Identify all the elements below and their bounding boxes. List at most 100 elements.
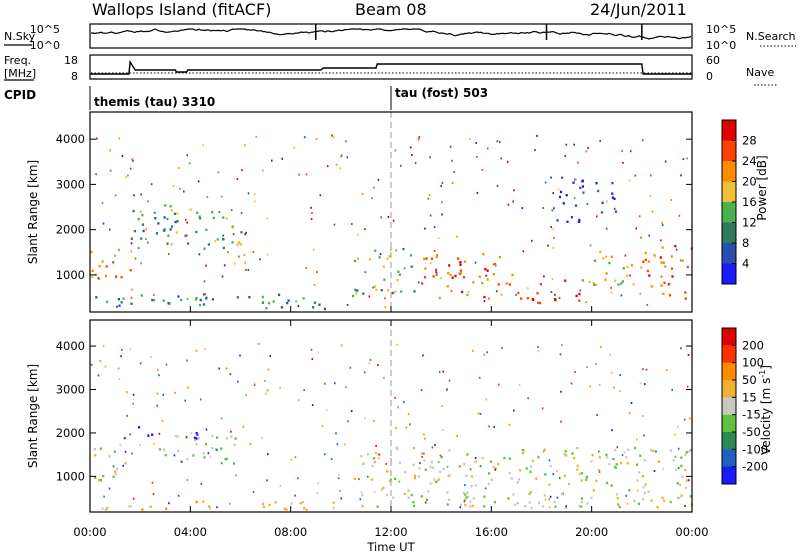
- colorbar-tick-label: -50: [742, 425, 761, 439]
- noise-pixel: [252, 251, 255, 253]
- noise-pixel: [560, 420, 562, 423]
- data-pixel: [388, 254, 391, 258]
- beam-title: Beam 08: [355, 0, 427, 19]
- sky-panel-frame: [89, 23, 693, 49]
- noise-pixel: [297, 477, 299, 480]
- data-pixel: [492, 273, 495, 276]
- noise-pixel: [417, 138, 420, 141]
- noise-pixel: [339, 489, 341, 492]
- noise-pixel: [95, 173, 97, 176]
- noise-pixel: [551, 278, 554, 280]
- noise-pixel: [253, 382, 256, 385]
- data-pixel: [417, 475, 420, 478]
- data-pixel: [173, 212, 176, 215]
- noise-pixel: [418, 136, 421, 139]
- power-scatter: [90, 134, 693, 311]
- data-pixel: [238, 240, 241, 244]
- data-pixel: [627, 448, 630, 452]
- noise-pixel: [623, 451, 626, 454]
- data-pixel: [199, 298, 202, 302]
- data-pixel: [195, 500, 198, 504]
- data-pixel: [170, 209, 173, 212]
- noise-pixel: [319, 194, 322, 197]
- noise-pixel: [585, 301, 587, 304]
- data-pixel: [171, 225, 174, 228]
- data-pixel: [663, 499, 666, 502]
- data-pixel: [465, 496, 468, 499]
- data-pixel: [689, 495, 692, 498]
- noise-pixel: [688, 479, 690, 482]
- noise-pixel: [195, 349, 198, 352]
- noise-pixel: [551, 209, 554, 212]
- data-pixel: [120, 276, 123, 279]
- data-pixel: [352, 294, 355, 298]
- data-pixel: [397, 270, 400, 273]
- data-pixel: [639, 454, 642, 457]
- data-pixel: [470, 485, 473, 488]
- noise-pixel: [317, 482, 320, 485]
- noise-pixel: [645, 368, 648, 371]
- cpid-row: CPID themis (tau) 3310 tau (fost) 503: [4, 86, 488, 110]
- colorbar-swatch: [722, 432, 736, 450]
- data-pixel: [230, 435, 233, 438]
- data-pixel: [205, 228, 208, 231]
- noise-pixel: [379, 253, 382, 256]
- data-pixel: [579, 186, 582, 190]
- data-pixel: [657, 460, 660, 463]
- data-pixel: [461, 290, 464, 294]
- data-pixel: [581, 185, 584, 188]
- data-pixel: [195, 437, 198, 440]
- noise-pixel: [654, 255, 657, 258]
- data-pixel: [410, 493, 413, 497]
- data-pixel: [382, 265, 385, 268]
- data-pixel: [610, 255, 613, 259]
- noise-pixel: [513, 189, 515, 192]
- data-pixel: [318, 303, 321, 306]
- noise-pixel: [385, 462, 387, 465]
- colorbar-swatch: [722, 345, 736, 364]
- noise-pixel: [620, 294, 623, 297]
- noise-pixel: [550, 290, 553, 293]
- data-pixel: [641, 474, 644, 478]
- data-pixel: [196, 211, 199, 215]
- data-pixel: [617, 283, 620, 286]
- data-pixel: [611, 196, 614, 199]
- noise-pixel: [335, 163, 338, 166]
- noise-pixel: [185, 218, 187, 221]
- noise-pixel: [442, 370, 444, 373]
- power-panel: 1000 2000 3000 4000 Slant Range [km] 4 8 12 16…: [26, 111, 769, 313]
- noise-pixel: [587, 147, 589, 149]
- noise-pixel: [648, 234, 650, 237]
- data-pixel: [662, 292, 665, 295]
- n-sky-label: N.Sky: [4, 30, 36, 43]
- noise-pixel: [564, 155, 566, 158]
- noise-pixel: [501, 346, 503, 349]
- data-pixel: [459, 263, 462, 266]
- noise-pixel: [121, 348, 123, 351]
- data-pixel: [98, 479, 101, 482]
- noise-pixel: [387, 215, 390, 218]
- noise-pixel: [359, 498, 362, 501]
- noise-pixel: [190, 432, 193, 435]
- noise-pixel: [221, 275, 224, 278]
- data-pixel: [575, 294, 578, 298]
- data-pixel: [620, 282, 623, 285]
- data-pixel: [520, 297, 523, 300]
- noise-pixel: [665, 369, 668, 372]
- noise-pixel: [621, 149, 623, 152]
- noise-pixel: [460, 272, 463, 275]
- noise-pixel: [397, 406, 399, 409]
- data-pixel: [199, 217, 202, 220]
- noise-pixel: [130, 250, 133, 253]
- data-pixel: [489, 460, 493, 463]
- noise-pixel: [651, 210, 654, 213]
- data-pixel: [198, 215, 201, 218]
- noise-pixel: [358, 478, 360, 481]
- data-pixel: [458, 272, 461, 275]
- noise-pixel: [332, 136, 335, 139]
- noise-pixel: [185, 435, 188, 438]
- data-pixel: [236, 296, 239, 299]
- noise-pixel: [605, 227, 608, 230]
- colorbar-swatch: [722, 120, 736, 141]
- noise-pixel: [204, 347, 206, 350]
